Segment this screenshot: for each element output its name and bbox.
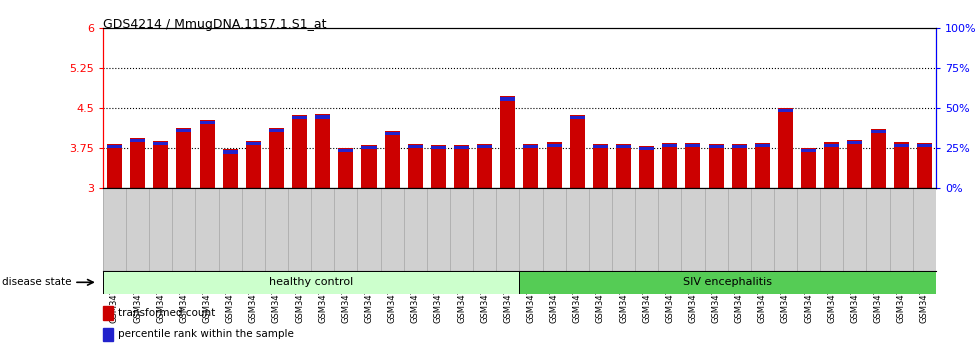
Bar — [593, 144, 608, 188]
Text: percentile rank within the sample: percentile rank within the sample — [118, 330, 294, 339]
Bar — [569, 116, 585, 119]
Bar — [222, 150, 238, 154]
Bar — [153, 142, 169, 145]
Bar — [662, 144, 677, 147]
Text: transformed count: transformed count — [118, 308, 216, 318]
Bar — [316, 115, 330, 119]
Bar — [130, 138, 145, 188]
Bar — [801, 148, 816, 188]
Bar — [292, 115, 307, 188]
Bar — [103, 327, 113, 341]
Bar — [200, 121, 215, 125]
Bar — [616, 144, 631, 188]
Bar — [454, 146, 469, 149]
Text: SIV encephalitis: SIV encephalitis — [683, 277, 772, 287]
Bar — [501, 97, 515, 101]
Bar — [639, 147, 655, 150]
Bar — [685, 143, 701, 188]
Bar — [778, 108, 793, 188]
Text: GDS4214 / MmugDNA.1157.1.S1_at: GDS4214 / MmugDNA.1157.1.S1_at — [103, 18, 326, 31]
Bar — [269, 128, 284, 188]
Bar — [431, 145, 446, 188]
Bar — [384, 132, 400, 135]
Bar — [917, 143, 932, 188]
Bar — [824, 143, 839, 188]
Bar — [408, 145, 422, 148]
Bar — [107, 145, 122, 148]
Bar — [709, 144, 723, 188]
Bar — [362, 146, 376, 149]
Bar — [755, 144, 770, 147]
Bar — [778, 109, 793, 112]
Bar — [338, 148, 354, 188]
Bar — [848, 140, 862, 188]
Bar — [616, 145, 631, 148]
Bar — [523, 145, 538, 148]
Bar — [709, 145, 723, 148]
Bar — [824, 144, 839, 147]
Bar — [685, 144, 701, 147]
Bar — [501, 96, 515, 188]
Text: disease state: disease state — [2, 277, 72, 287]
Bar — [894, 143, 908, 188]
Bar — [153, 141, 169, 188]
Bar — [431, 146, 446, 149]
Bar — [593, 145, 608, 148]
Bar — [477, 145, 492, 148]
Bar — [547, 144, 562, 147]
Bar — [103, 271, 519, 294]
Bar — [477, 144, 492, 188]
Bar — [130, 139, 145, 143]
Bar — [547, 143, 562, 188]
Bar — [408, 144, 422, 188]
Bar — [662, 143, 677, 188]
Bar — [103, 307, 113, 320]
Bar — [894, 144, 908, 147]
Bar — [362, 145, 376, 188]
Bar — [222, 149, 238, 188]
Bar — [246, 141, 261, 188]
Bar — [316, 114, 330, 188]
Bar — [755, 143, 770, 188]
Bar — [639, 146, 655, 188]
Bar — [107, 144, 122, 188]
Text: healthy control: healthy control — [270, 277, 353, 287]
Bar — [519, 271, 936, 294]
Bar — [176, 129, 191, 132]
Bar — [269, 129, 284, 132]
Bar — [917, 144, 932, 147]
Bar — [801, 149, 816, 152]
Bar — [870, 130, 886, 133]
Bar — [732, 145, 747, 148]
Bar — [523, 144, 538, 188]
Bar — [870, 129, 886, 188]
Bar — [200, 120, 215, 188]
Bar — [384, 131, 400, 188]
Bar — [569, 115, 585, 188]
Bar — [338, 149, 354, 152]
Bar — [848, 141, 862, 144]
Bar — [292, 116, 307, 119]
Bar — [176, 128, 191, 188]
Bar — [454, 145, 469, 188]
Bar — [246, 142, 261, 145]
Bar — [732, 144, 747, 188]
